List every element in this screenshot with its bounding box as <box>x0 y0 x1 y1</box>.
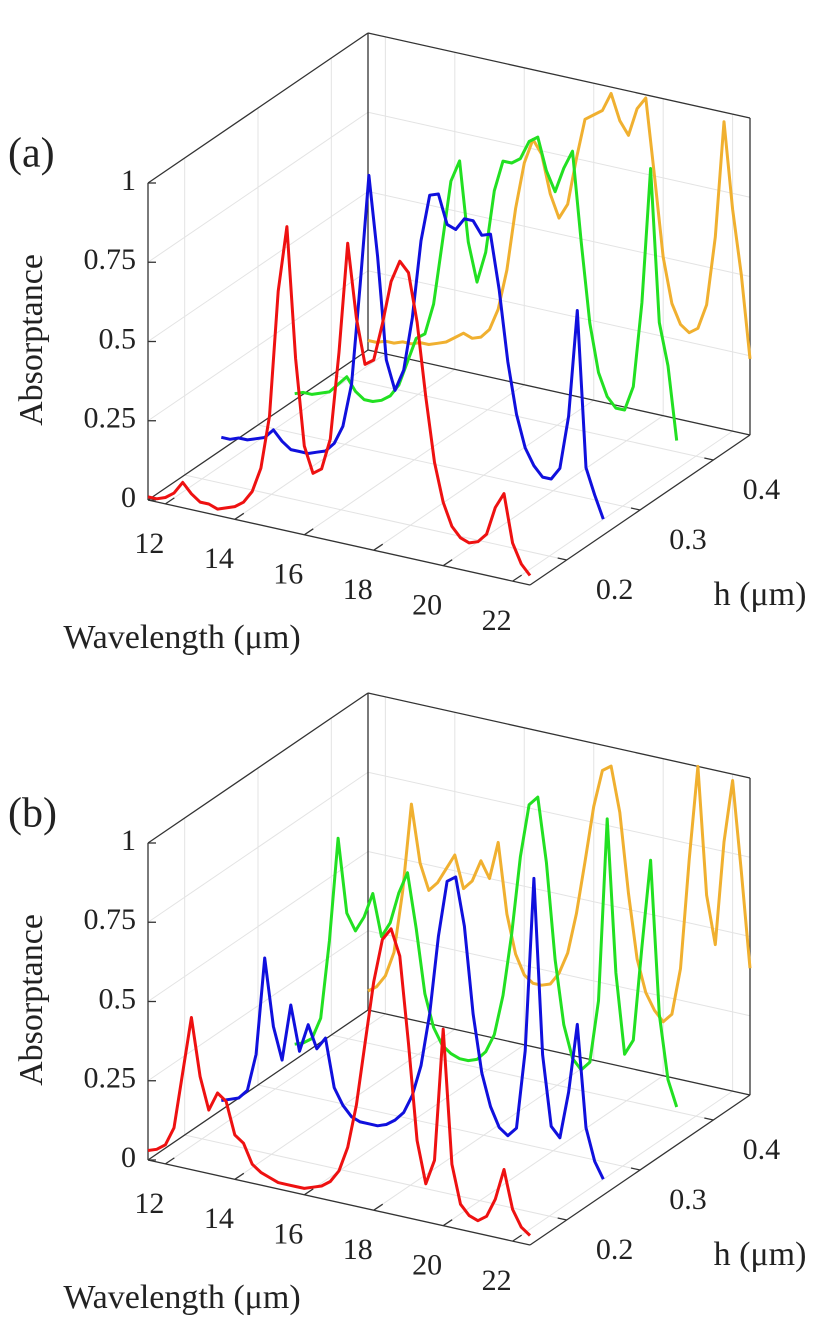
z-tick-label: 0.5 <box>99 982 137 1015</box>
tick-mark <box>165 497 175 505</box>
series-line <box>147 225 532 577</box>
axis-line <box>367 32 751 119</box>
axis-line <box>367 349 751 436</box>
grid-line <box>147 191 369 342</box>
grid-line <box>147 771 369 923</box>
grid-line <box>367 851 751 937</box>
h-axis-label: h (μm) <box>714 576 807 613</box>
series-line <box>367 764 752 1024</box>
axis-line <box>147 1009 369 1161</box>
grid-line <box>147 851 369 1002</box>
z-tick-label: 0.5 <box>99 322 137 355</box>
x-tick-label: 14 <box>204 542 234 575</box>
x-tick-label: 20 <box>412 589 442 622</box>
series-line <box>294 135 679 441</box>
h-axis-label: h (μm) <box>714 1236 807 1273</box>
h-tick-label: 0.3 <box>669 1183 707 1216</box>
tick-mark <box>303 1188 314 1196</box>
axis-line <box>147 499 531 586</box>
x-tick-label: 18 <box>343 573 373 606</box>
x-tick-label: 22 <box>482 1264 512 1297</box>
tick-mark <box>234 512 245 520</box>
grid-line <box>147 270 369 422</box>
z-axis-label: Absorptance <box>13 254 50 426</box>
x-axis-label: Wavelength (μm) <box>63 619 300 656</box>
h-tick-label: 0.2 <box>596 573 634 606</box>
z-tick-label: 0.25 <box>84 402 137 435</box>
axis-line <box>147 349 369 501</box>
tick-mark <box>512 574 522 582</box>
z-tick-label: 1 <box>121 164 136 197</box>
x-tick-label: 14 <box>204 1202 234 1235</box>
tick-mark <box>373 1203 384 1211</box>
series-line <box>294 795 679 1108</box>
tick-mark <box>704 1117 714 1121</box>
z-tick-label: 0 <box>121 481 136 514</box>
grid-line <box>147 111 369 263</box>
tick-mark <box>557 1217 567 1221</box>
tick-mark <box>234 1172 245 1180</box>
tick-mark <box>442 559 453 567</box>
x-tick-label: 12 <box>134 527 164 560</box>
x-tick-label: 20 <box>412 1249 442 1282</box>
tick-mark <box>512 1234 522 1242</box>
tick-mark <box>303 528 314 536</box>
h-tick-label: 0.4 <box>743 1133 781 1166</box>
axis-line <box>147 692 369 844</box>
grid-line <box>367 191 751 277</box>
series-line <box>220 173 605 520</box>
tick-mark <box>557 557 567 561</box>
axis-line <box>147 1159 531 1246</box>
panel-label: (a) <box>8 131 55 177</box>
tick-mark <box>442 1219 453 1227</box>
axis-line <box>367 1009 751 1096</box>
series-line <box>147 927 532 1237</box>
tick-mark <box>165 1157 175 1165</box>
tick-mark <box>373 543 384 551</box>
h-tick-label: 0.2 <box>596 1233 634 1266</box>
z-tick-label: 1 <box>121 824 136 857</box>
z-tick-label: 0 <box>121 1141 136 1174</box>
h-tick-label: 0.4 <box>743 473 781 506</box>
tick-mark <box>630 507 641 511</box>
tick-mark <box>630 1167 641 1171</box>
x-tick-label: 12 <box>134 1187 164 1220</box>
series-line <box>221 875 605 1180</box>
z-tick-label: 0.75 <box>84 243 137 276</box>
grid-line <box>367 111 751 198</box>
grid-line <box>331 374 714 461</box>
grid-line <box>257 424 641 511</box>
axis-line <box>147 32 369 184</box>
z-tick-label: 0.25 <box>84 1062 137 1095</box>
h-tick-label: 0.3 <box>669 523 707 556</box>
x-tick-label: 18 <box>343 1233 373 1266</box>
tick-mark <box>704 457 714 461</box>
series-line <box>367 91 752 360</box>
x-axis-label: Wavelength (μm) <box>63 1279 300 1316</box>
x-tick-label: 16 <box>273 1218 303 1251</box>
x-tick-label: 22 <box>482 604 512 637</box>
z-tick-label: 0.75 <box>84 903 137 936</box>
z-axis-label: Absorptance <box>13 914 50 1086</box>
grid-line <box>367 771 751 858</box>
x-tick-label: 16 <box>273 558 303 591</box>
axis-line <box>367 692 751 779</box>
grid-line <box>184 1134 567 1221</box>
panel-label: (b) <box>8 791 57 837</box>
grid-line <box>184 474 567 561</box>
grid-line <box>367 270 751 357</box>
